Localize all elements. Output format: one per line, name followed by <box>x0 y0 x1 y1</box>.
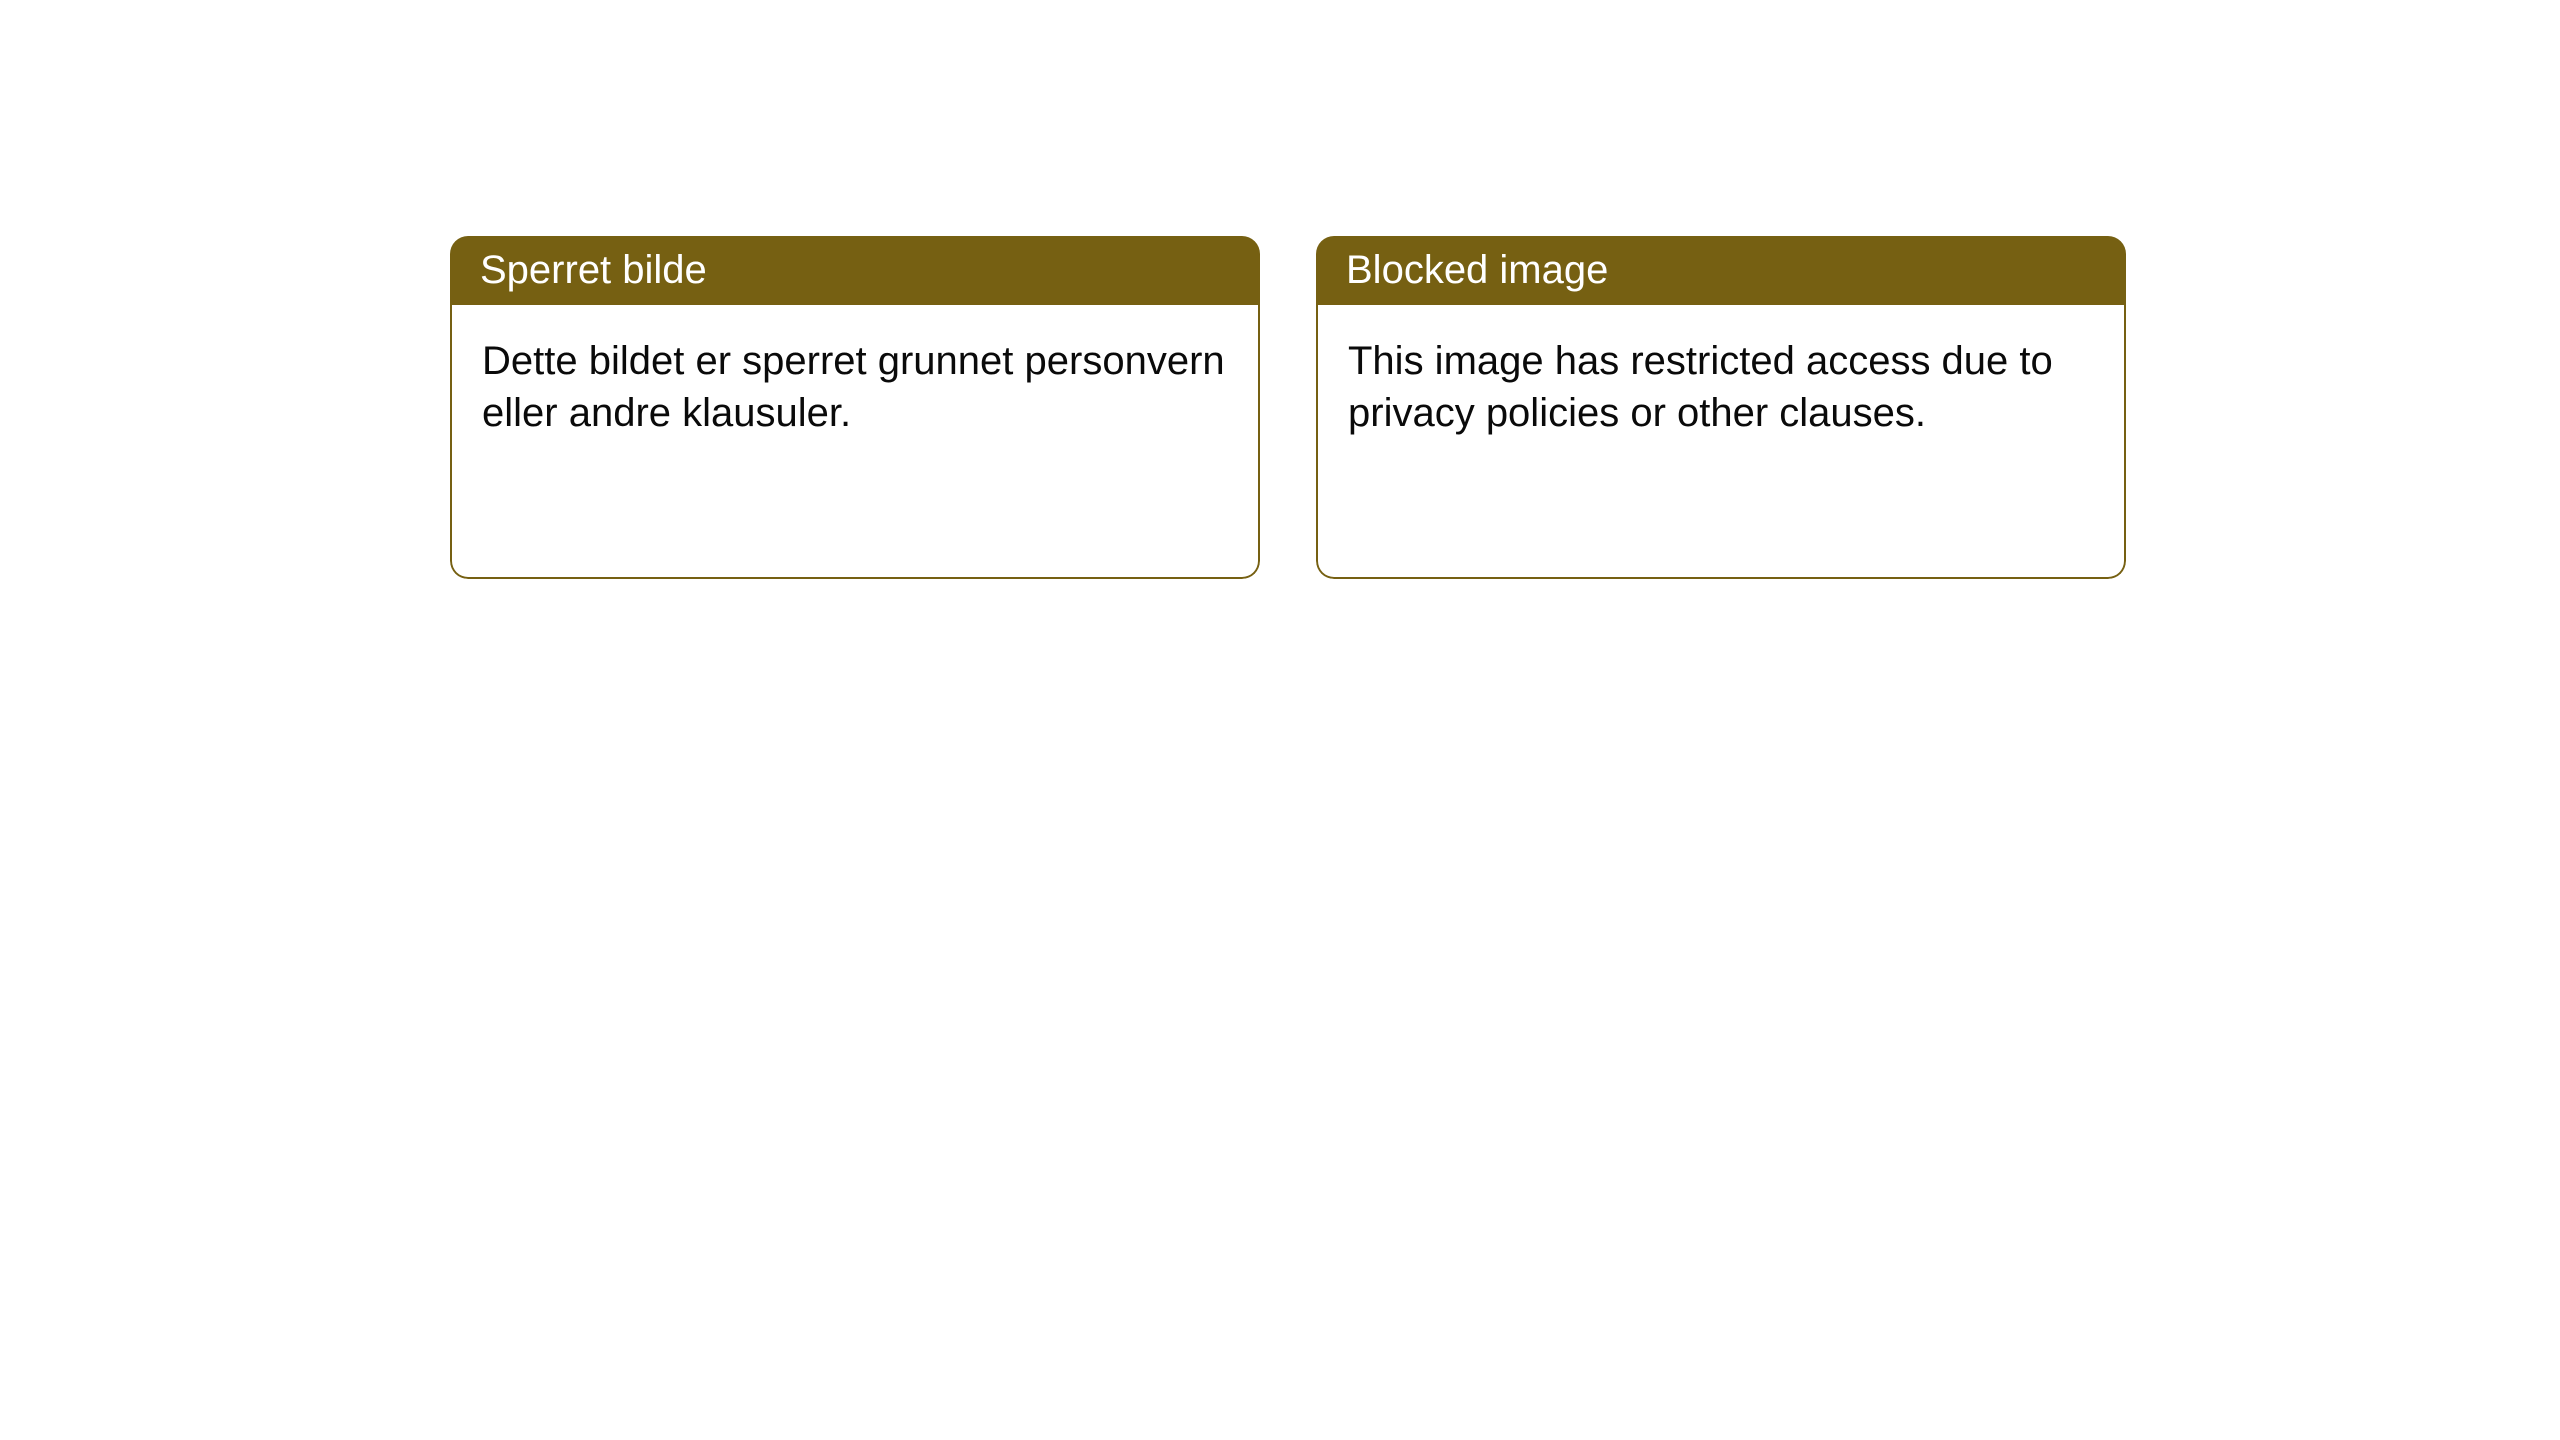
blocked-image-card-norwegian: Sperret bilde Dette bildet er sperret gr… <box>450 236 1260 579</box>
card-body: Dette bildet er sperret grunnet personve… <box>450 305 1260 579</box>
card-body-text: Dette bildet er sperret grunnet personve… <box>482 335 1228 439</box>
card-header: Blocked image <box>1316 236 2126 305</box>
card-header: Sperret bilde <box>450 236 1260 305</box>
notice-cards-container: Sperret bilde Dette bildet er sperret gr… <box>0 0 2560 579</box>
card-body: This image has restricted access due to … <box>1316 305 2126 579</box>
card-body-text: This image has restricted access due to … <box>1348 335 2094 439</box>
blocked-image-card-english: Blocked image This image has restricted … <box>1316 236 2126 579</box>
